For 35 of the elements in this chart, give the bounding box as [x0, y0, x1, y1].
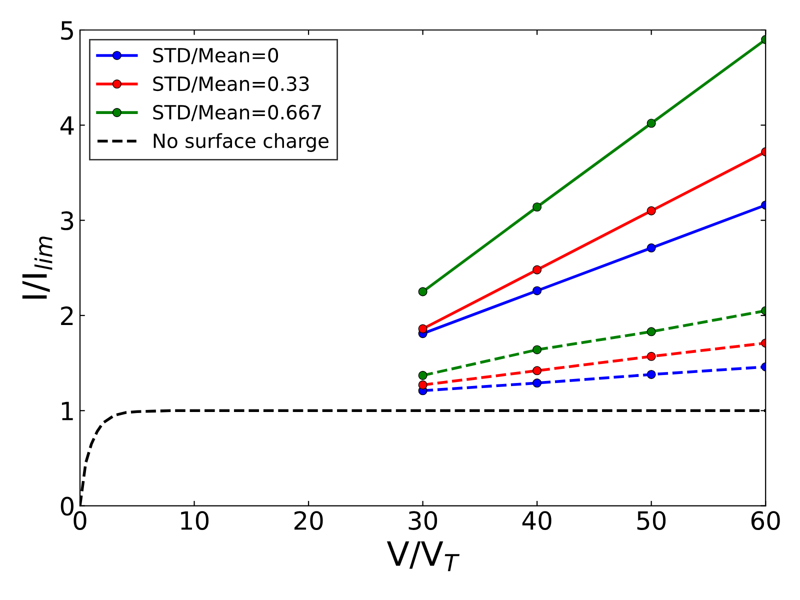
y-tick-label: 4 [60, 116, 74, 135]
y-tick-label: 2 [61, 306, 73, 325]
x-tick-label: 10 [181, 511, 209, 530]
y-tick-label: 0 [60, 496, 74, 516]
point [646, 370, 656, 379]
y-tick-label: 3 [61, 211, 74, 230]
point [418, 324, 428, 334]
x-tick-label: 0 [74, 511, 86, 530]
x-tick-label: 30 [408, 511, 438, 530]
point [532, 378, 542, 388]
y-tick-label: 1 [62, 402, 73, 420]
legend-label: STD/Mean=0.667 [153, 104, 321, 122]
x-tick-label: 60 [751, 511, 780, 530]
legend-label: STD/Mean=0 [153, 48, 278, 64]
point [532, 265, 542, 274]
legend-label: No surface charge [154, 133, 328, 152]
point [532, 345, 542, 354]
point [532, 366, 542, 376]
x-axis-title: V/V$_{T}$ [386, 541, 460, 572]
y-tick-label: 5 [61, 21, 73, 40]
y-axis-title: I/I$_{lim}$ [22, 236, 52, 299]
point [646, 206, 656, 216]
point [418, 380, 428, 390]
point [532, 202, 542, 212]
x-tick-label: 40 [522, 511, 552, 530]
point [418, 287, 428, 296]
point [646, 327, 656, 336]
point [646, 118, 656, 128]
point [418, 370, 428, 380]
x-tick-label: 50 [637, 511, 666, 530]
point [646, 243, 656, 252]
point [532, 286, 542, 296]
legend-label: STD/Mean=0.33 [153, 76, 309, 93]
point [646, 352, 656, 361]
x-tick-label: 20 [294, 511, 323, 530]
